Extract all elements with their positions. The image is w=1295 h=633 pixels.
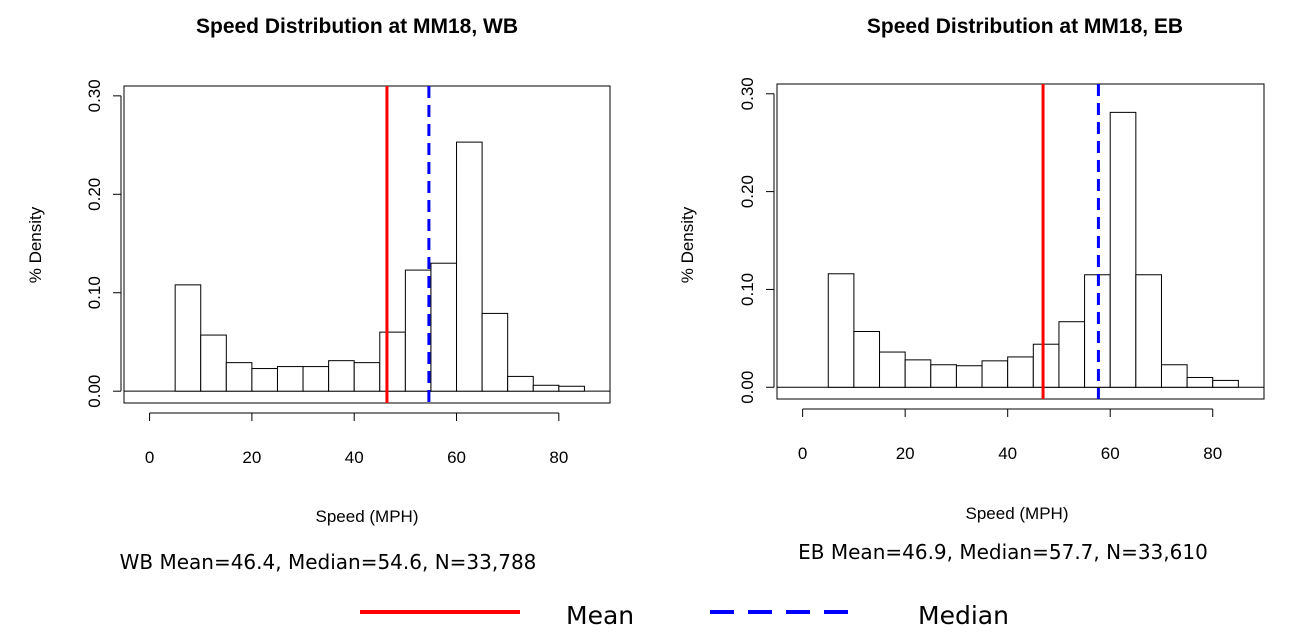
x-tick-label: 20 [242,448,261,467]
histogram-bar [507,375,534,392]
histogram-bar [1109,111,1137,388]
chart-wb: Speed Distribution at MM18, WB % Density… [26,15,611,574]
histogram-bar [276,366,304,392]
plot-area-eb: 0 20 40 60 80 0.00 0.10 0.20 0.30 [738,77,1265,463]
legend: Mean Median [360,601,1009,630]
histogram-bar [200,334,227,392]
y-tick-label: 0.10 [738,273,757,306]
x-tick-label: 40 [345,448,364,467]
summary-eb: EB Mean=46.9, Median=57.7, N=33,610 [798,540,1208,564]
histogram-bar [1212,379,1239,388]
histogram-bar [302,366,330,392]
histogram-bar [1032,343,1060,388]
y-tick-label: 0.20 [738,175,757,208]
histogram-bar [1135,274,1162,388]
histogram-bar [532,384,560,392]
x-tick-label: 80 [1203,444,1222,463]
x-tick-label: 80 [549,448,568,467]
histogram-bar [558,385,585,392]
x-tick-label: 0 [798,444,807,463]
histogram-bar [456,141,483,392]
histogram-bar [174,284,202,392]
y-tick-label: 0.30 [85,79,104,112]
histogram-bar [981,360,1009,388]
histogram-bar [955,365,983,388]
x-axis-label-eb: Speed (MPH) [966,504,1069,523]
histogram-bar [481,312,509,392]
histogram-bar [379,331,406,392]
y-tick-label: 0.00 [738,371,757,404]
plot-frame [776,83,1265,400]
histogram-bar [225,362,253,392]
histogram-bar [1058,321,1086,388]
histogram-bar [904,359,932,388]
histogram-bar [1160,364,1188,388]
plot-frame [123,85,611,404]
y-tick-label: 0.20 [85,178,104,211]
x-tick-label: 20 [896,444,915,463]
histogram-bar [353,362,381,392]
x-tick-label: 0 [145,448,154,467]
y-axis-label-wb: % Density [26,206,45,283]
y-tick-label: 0.00 [85,375,104,408]
y-tick-label: 0.10 [85,276,104,309]
histogram-bar [251,368,278,392]
y-tick-label: 0.30 [738,77,757,110]
chart-eb: Speed Distribution at MM18, EB % Density… [678,15,1265,564]
histogram-bar [328,360,355,392]
x-axis-label-wb: Speed (MPH) [316,507,419,526]
histogram-bar [1186,376,1214,388]
histogram-bar [853,331,881,388]
histogram-bar [930,364,957,388]
x-tick-label: 40 [998,444,1017,463]
histogram-bar [1007,356,1034,388]
chart-title-wb: Speed Distribution at MM18, WB [196,15,518,38]
x-tick-label: 60 [447,448,466,467]
histogram-bar [827,273,855,388]
legend-median-label: Median [918,601,1009,630]
legend-mean-label: Mean [566,601,634,630]
y-axis-label-eb: % Density [678,206,697,283]
x-tick-label: 60 [1101,444,1120,463]
plot-area-wb: 0 20 40 60 80 0.00 0.10 0.20 0.30 [85,79,611,467]
chart-title-eb: Speed Distribution at MM18, EB [867,15,1183,38]
histogram-bar [430,262,458,392]
histogram-bar [404,269,432,392]
histogram-bar [879,351,906,388]
summary-wb: WB Mean=46.4, Median=54.6, N=33,788 [120,550,537,574]
